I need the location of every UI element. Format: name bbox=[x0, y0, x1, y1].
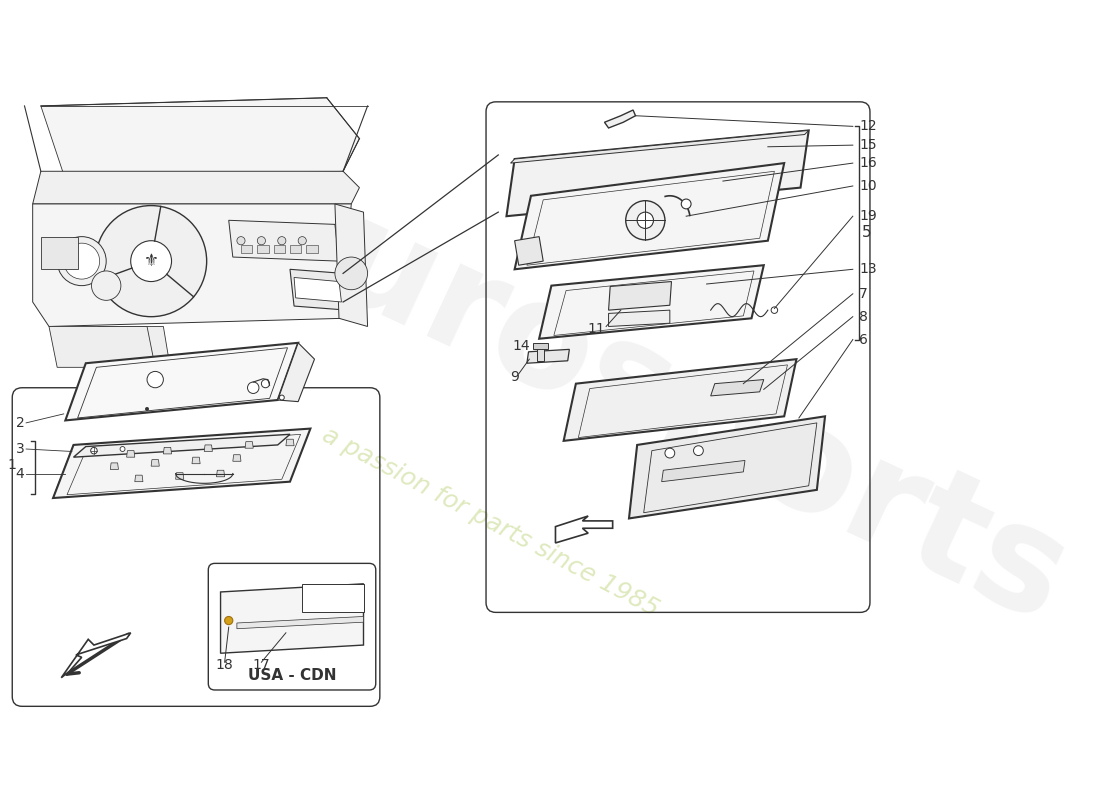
Polygon shape bbox=[605, 110, 636, 128]
Circle shape bbox=[248, 382, 258, 394]
Polygon shape bbox=[534, 343, 548, 350]
Circle shape bbox=[279, 395, 284, 400]
Text: 13: 13 bbox=[859, 262, 877, 276]
Polygon shape bbox=[229, 220, 339, 261]
Polygon shape bbox=[515, 237, 543, 266]
Circle shape bbox=[664, 448, 674, 458]
Text: 1: 1 bbox=[8, 458, 16, 472]
Polygon shape bbox=[236, 617, 363, 629]
Polygon shape bbox=[33, 204, 351, 326]
Polygon shape bbox=[33, 171, 360, 204]
Polygon shape bbox=[290, 270, 348, 310]
Polygon shape bbox=[217, 470, 224, 477]
Text: 17: 17 bbox=[253, 658, 271, 673]
Polygon shape bbox=[110, 463, 119, 470]
Circle shape bbox=[693, 446, 703, 455]
Circle shape bbox=[626, 201, 664, 240]
Circle shape bbox=[771, 307, 778, 314]
Polygon shape bbox=[608, 282, 671, 310]
Circle shape bbox=[64, 243, 100, 279]
Polygon shape bbox=[662, 461, 745, 482]
Text: 4: 4 bbox=[15, 466, 24, 481]
Polygon shape bbox=[286, 439, 294, 446]
Circle shape bbox=[145, 407, 149, 410]
Polygon shape bbox=[515, 163, 784, 270]
Polygon shape bbox=[221, 584, 363, 654]
Circle shape bbox=[96, 206, 207, 317]
Polygon shape bbox=[245, 442, 253, 448]
Circle shape bbox=[257, 237, 265, 245]
Text: USA - CDN: USA - CDN bbox=[248, 668, 337, 682]
Circle shape bbox=[298, 237, 306, 245]
Circle shape bbox=[277, 237, 286, 245]
Text: 18: 18 bbox=[216, 658, 233, 673]
Polygon shape bbox=[151, 460, 160, 466]
Polygon shape bbox=[205, 445, 212, 451]
Polygon shape bbox=[90, 326, 172, 375]
Text: 10: 10 bbox=[859, 179, 877, 193]
Polygon shape bbox=[538, 345, 544, 361]
Text: a passion for parts since 1985: a passion for parts since 1985 bbox=[318, 423, 662, 622]
Text: 8: 8 bbox=[859, 310, 868, 324]
Polygon shape bbox=[506, 130, 808, 216]
Polygon shape bbox=[41, 98, 360, 179]
Polygon shape bbox=[306, 245, 318, 253]
Circle shape bbox=[120, 446, 125, 451]
Polygon shape bbox=[277, 343, 315, 402]
Circle shape bbox=[147, 371, 164, 388]
Text: 3: 3 bbox=[15, 442, 24, 456]
Circle shape bbox=[131, 241, 172, 282]
Circle shape bbox=[681, 199, 691, 209]
Polygon shape bbox=[241, 245, 252, 253]
Circle shape bbox=[90, 447, 97, 454]
Polygon shape bbox=[629, 416, 825, 518]
Text: 7: 7 bbox=[859, 287, 868, 301]
Polygon shape bbox=[274, 245, 285, 253]
Polygon shape bbox=[608, 310, 670, 326]
Polygon shape bbox=[53, 429, 310, 498]
Polygon shape bbox=[539, 266, 763, 338]
Circle shape bbox=[262, 379, 270, 388]
Polygon shape bbox=[74, 434, 290, 457]
Polygon shape bbox=[164, 447, 172, 454]
Polygon shape bbox=[41, 237, 78, 270]
Circle shape bbox=[91, 271, 121, 300]
Text: 9: 9 bbox=[510, 370, 519, 384]
Text: eurosports: eurosports bbox=[218, 147, 1089, 653]
Circle shape bbox=[236, 237, 245, 245]
Polygon shape bbox=[135, 475, 143, 482]
Polygon shape bbox=[62, 633, 131, 678]
Text: 19: 19 bbox=[859, 210, 877, 223]
Polygon shape bbox=[563, 359, 796, 441]
Circle shape bbox=[637, 212, 653, 229]
Text: ⚜: ⚜ bbox=[144, 252, 158, 270]
Polygon shape bbox=[233, 454, 241, 462]
Polygon shape bbox=[50, 326, 155, 367]
Polygon shape bbox=[334, 204, 367, 326]
Polygon shape bbox=[192, 457, 200, 464]
Circle shape bbox=[57, 237, 107, 286]
Polygon shape bbox=[176, 473, 184, 479]
Text: 2: 2 bbox=[15, 416, 24, 430]
Text: 12: 12 bbox=[859, 119, 877, 134]
Polygon shape bbox=[290, 245, 301, 253]
Polygon shape bbox=[302, 584, 363, 612]
Circle shape bbox=[224, 617, 233, 625]
Text: 6: 6 bbox=[859, 333, 868, 346]
Text: 14: 14 bbox=[513, 339, 530, 353]
Polygon shape bbox=[126, 450, 135, 457]
Text: 15: 15 bbox=[859, 138, 877, 152]
Polygon shape bbox=[257, 245, 268, 253]
Circle shape bbox=[334, 257, 367, 290]
Polygon shape bbox=[510, 130, 808, 163]
Polygon shape bbox=[527, 350, 570, 363]
Polygon shape bbox=[556, 516, 613, 543]
Polygon shape bbox=[65, 343, 298, 421]
Polygon shape bbox=[711, 379, 763, 396]
Text: 5: 5 bbox=[861, 226, 871, 241]
Text: 11: 11 bbox=[587, 322, 605, 336]
Text: 16: 16 bbox=[859, 156, 877, 170]
Polygon shape bbox=[294, 278, 341, 302]
